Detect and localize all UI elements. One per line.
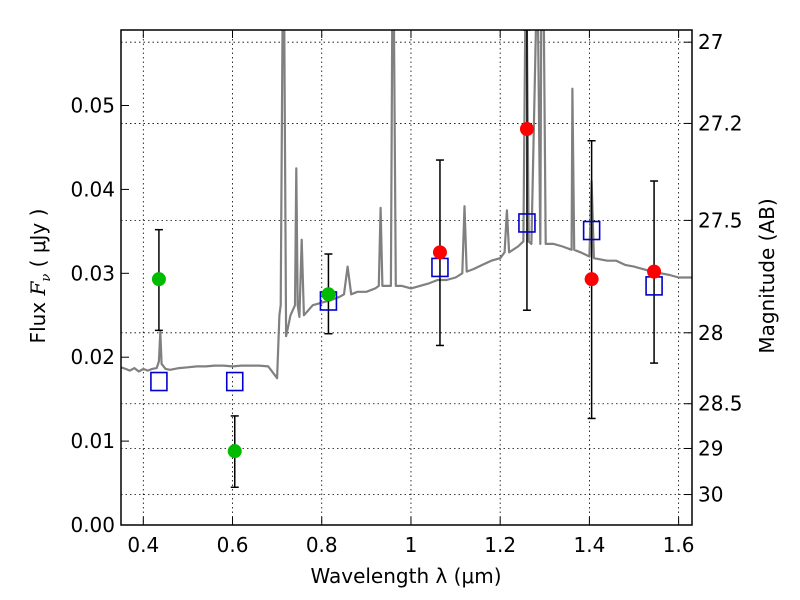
observed-flux-point [227, 444, 242, 459]
y-tick-label: 0.02 [70, 345, 115, 369]
y2-tick-label: 27.2 [698, 111, 743, 135]
y-tick-label: 0.04 [70, 177, 115, 201]
observed-flux-point [647, 264, 662, 279]
y2-tick-label: 27 [698, 30, 723, 54]
y2-tick-label: 29 [698, 436, 723, 460]
observed-flux-point [519, 122, 534, 136]
x-tick-label: 1.6 [663, 533, 695, 557]
plot-frame [120, 29, 693, 526]
y2-axis-label: Magnitude (AB) [755, 198, 779, 353]
y2-tick-label: 28 [698, 321, 723, 345]
model-spectrum-line [121, 30, 692, 380]
y-tick-label: 0.05 [70, 94, 115, 118]
y-axis-label: Flux Fν ( μJy ) [26, 209, 54, 344]
observed-flux-point [584, 272, 599, 287]
ticks: 0.4 0.6 0.8 1 1.2 1.4 1.6 0.00 0.01 0.02 0.03 0.04 0… [70, 30, 743, 557]
y-tick-label: 0.00 [70, 513, 115, 537]
y2-tick-label: 27.5 [698, 208, 743, 232]
y-tick-label: 0.01 [70, 429, 115, 453]
x-tick-label: 1 [405, 533, 418, 557]
observed-flux-point [151, 272, 166, 287]
x-tick-label: 0.8 [306, 533, 338, 557]
x-tick-label: 0.4 [127, 533, 159, 557]
y2-tick-label: 30 [698, 483, 723, 507]
model-photometry-square [225, 371, 244, 392]
model-photometry-square [150, 371, 168, 392]
y-tick-label: 0.03 [70, 261, 115, 285]
y2-tick-label: 28.5 [698, 392, 743, 416]
x-tick-label: 0.6 [217, 533, 249, 557]
x-tick-label: 1.2 [484, 533, 516, 557]
model-photometry-square [582, 220, 601, 241]
x-tick-label: 1.4 [573, 533, 605, 557]
x-axis-label: Wavelength λ (μm) [310, 564, 501, 588]
grid [121, 30, 692, 525]
plot-area [121, 30, 692, 488]
model-photometry-square [518, 213, 536, 233]
observed-flux-point [432, 245, 447, 260]
observed-flux-point [321, 287, 336, 302]
